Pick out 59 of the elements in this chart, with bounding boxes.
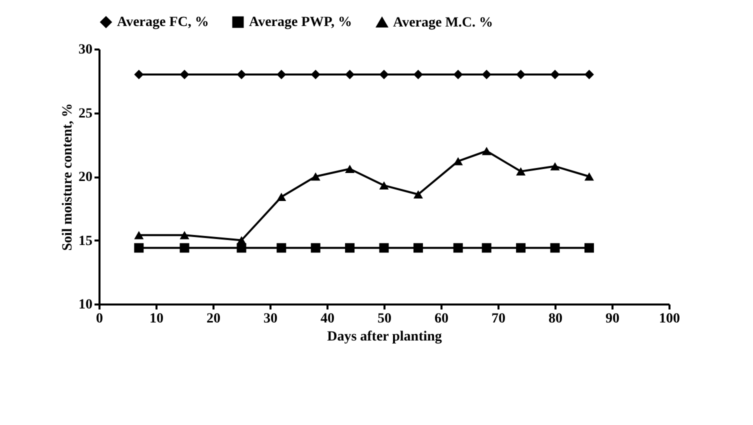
x-tick-label: 70	[492, 312, 506, 326]
point	[453, 243, 463, 253]
point	[134, 243, 144, 253]
point	[310, 243, 320, 253]
point	[516, 70, 526, 80]
point	[276, 243, 286, 253]
y-tick-label: 10	[78, 298, 92, 312]
point	[180, 70, 190, 80]
point	[413, 190, 423, 198]
point	[180, 231, 190, 240]
point	[236, 236, 246, 244]
point	[584, 172, 594, 181]
point	[310, 70, 320, 80]
point	[584, 243, 594, 253]
y-tick-label: 20	[78, 170, 92, 185]
x-tick-label: 80	[548, 312, 562, 326]
legend-label: Average PWP, %	[249, 15, 352, 30]
point	[345, 70, 355, 80]
point	[379, 243, 389, 253]
x-axis-title: Days after planting	[327, 330, 442, 344]
point	[550, 243, 560, 253]
legend-label: Average M.C. %	[393, 15, 494, 30]
x-tick-label: 40	[320, 312, 334, 326]
point	[453, 70, 463, 80]
point	[345, 164, 355, 173]
x-tick-label: 90	[606, 312, 620, 326]
point	[379, 70, 389, 80]
point	[413, 243, 423, 253]
point	[482, 146, 492, 156]
point	[276, 70, 286, 80]
legend-label: Average FC, %	[117, 15, 209, 30]
point	[379, 181, 389, 190]
point	[310, 172, 320, 181]
x-tick-label: 30	[264, 312, 278, 326]
point	[482, 243, 492, 253]
y-tick-label: 15	[78, 234, 92, 249]
y-tick-label: 25	[78, 106, 92, 122]
x-tick-label: 100	[659, 312, 680, 326]
point	[516, 243, 526, 253]
point	[516, 167, 526, 176]
point	[134, 70, 144, 80]
point	[550, 70, 560, 80]
point	[134, 231, 144, 240]
x-tick-label: 60	[434, 312, 448, 326]
point	[482, 70, 492, 80]
point	[345, 243, 355, 253]
y-axis-title: Soil moisture content, %	[60, 103, 76, 251]
point	[276, 192, 286, 202]
x-tick-label: 20	[206, 312, 220, 326]
point	[180, 243, 190, 253]
point	[550, 162, 560, 170]
x-tick-label: 0	[96, 312, 103, 326]
point	[413, 70, 423, 80]
point	[236, 70, 246, 80]
point	[453, 157, 463, 166]
x-tick-label: 50	[378, 312, 392, 326]
point	[584, 70, 594, 80]
y-tick-label: 30	[78, 42, 92, 58]
x-tick-label: 10	[150, 312, 164, 326]
